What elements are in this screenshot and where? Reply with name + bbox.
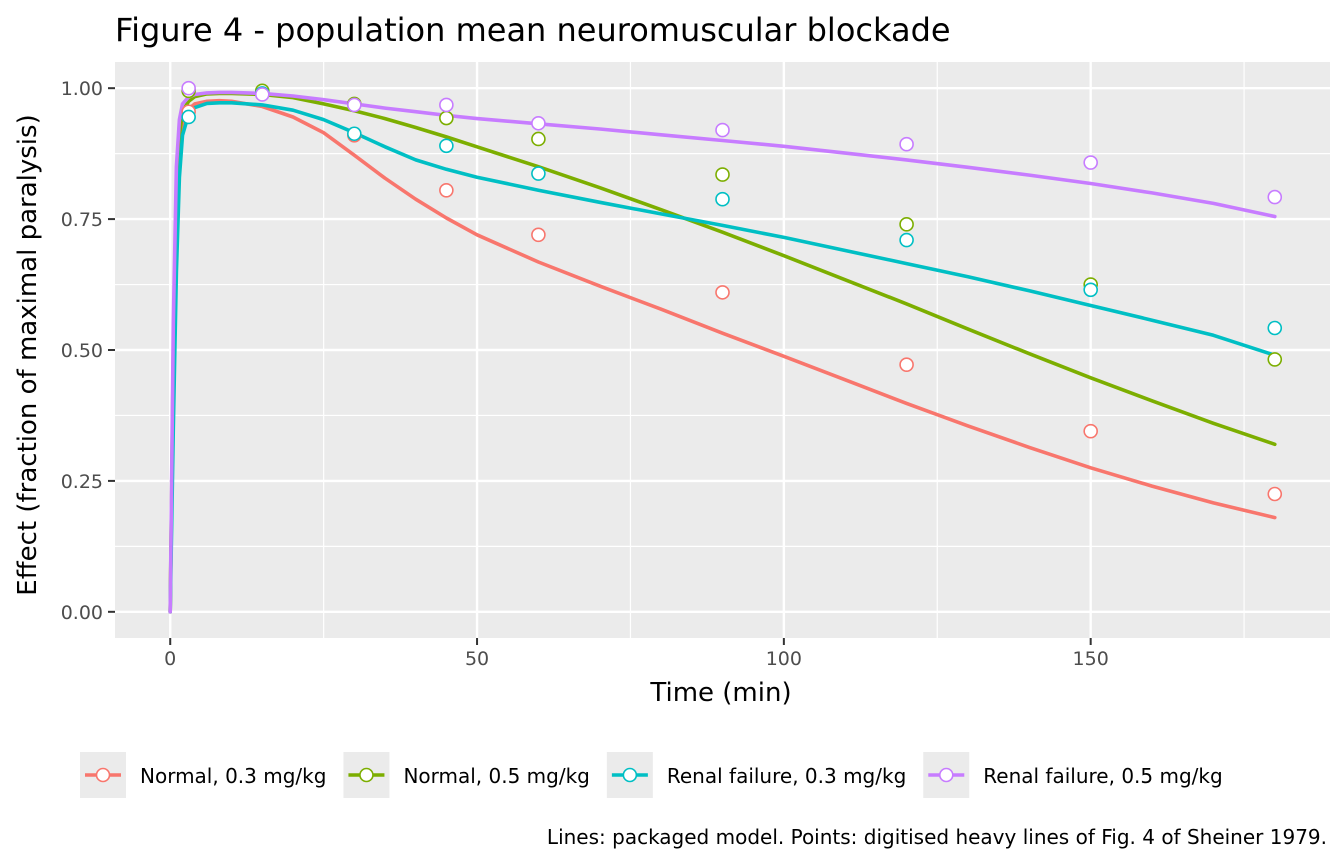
data-point [899,217,914,232]
x-axis: 0 50 100 150 [164,638,1109,670]
data-point [181,80,196,96]
data-point [899,357,914,372]
legend-key-point [938,767,954,783]
legend-key-point [95,767,111,783]
data-point [531,227,546,243]
x-tick-label: 100 [766,648,802,670]
series-line-2 [168,91,1277,614]
data-point [715,285,730,300]
data-point [1083,282,1098,298]
data-point [1267,352,1283,367]
data-point [715,191,730,207]
data-point [439,110,454,126]
x-tick-label: 50 [465,648,489,670]
data-point [531,131,546,147]
data-point [531,115,546,131]
chart-caption: Lines: packaged model. Points: digitised… [547,825,1327,849]
data-point [439,182,454,198]
chart-title: Figure 4 - population mean neuromuscular… [115,11,951,49]
legend-label: Renal failure, 0.3 mg/kg [667,764,906,788]
series-points [181,80,1283,502]
data-point [531,166,546,181]
x-axis-title: Time (min) [649,678,791,708]
legend-item-4: Renal failure, 0.5 mg/kg [923,752,1223,798]
legend-label: Normal, 0.5 mg/kg [403,764,589,788]
legend-item-2: Normal, 0.5 mg/kg [343,752,590,798]
data-point [1267,320,1283,336]
legend-item-1: Normal, 0.3 mg/kg [80,752,326,798]
legend: Normal, 0.3 mg/kg Normal, 0.5 mg/kg Renal … [80,752,1223,798]
data-point [1267,189,1283,205]
y-tick-label: 0.25 [61,471,103,493]
legend-item-3: Renal failure, 0.3 mg/kg [606,752,906,798]
y-tick-label: 0.50 [61,340,103,362]
y-tick-label: 0.00 [61,602,103,624]
data-point [254,87,270,102]
y-tick-label: 0.75 [61,209,103,231]
data-point [899,232,914,248]
data-point [899,136,914,152]
data-point [715,122,730,138]
legend-key-point [359,767,374,783]
legend-key-point [622,767,638,783]
x-tick-label: 0 [164,648,176,670]
data-point [439,138,454,154]
data-point [347,97,362,113]
y-axis-title: Effect (fraction of maximal paralysis) [13,114,43,595]
y-tick-label: 1.00 [61,78,103,100]
y-axis: 0.00 0.25 0.50 0.75 1.00 [61,78,115,624]
data-point [1083,155,1098,170]
data-point [715,167,730,182]
data-point [439,97,454,113]
data-point [181,109,196,125]
data-point [347,126,362,142]
legend-label: Normal, 0.3 mg/kg [140,764,326,788]
grid-major [115,62,1330,638]
x-tick-label: 150 [1073,648,1109,670]
data-point [1083,423,1098,439]
data-point [1267,486,1283,502]
legend-label: Renal failure, 0.5 mg/kg [983,764,1222,788]
